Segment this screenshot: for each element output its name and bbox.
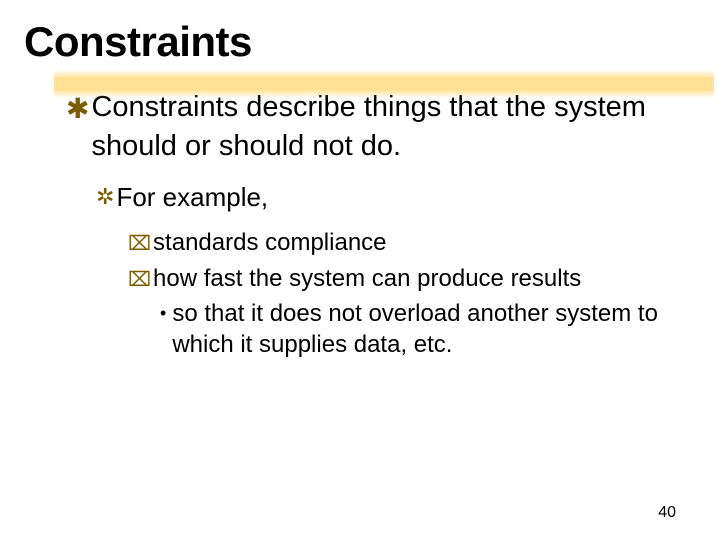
asterisk-icon: ✲ [96,184,114,210]
bullet-level1: ✱ Constraints describe things that the s… [66,88,696,166]
bullet-level3: ⌧ standards compliance [128,227,696,258]
bullet-level4: • so that it does not overload another s… [160,298,696,360]
bullet-text: how fast the system can produce results [153,263,581,294]
bullet-level3: ⌧ how fast the system can produce result… [128,263,696,294]
page-number: 40 [658,504,676,522]
title-wrap: Constraints [24,18,696,66]
bullet-text: Constraints describe things that the sys… [91,88,696,166]
bullet-text: For example, [116,180,268,215]
box-x-icon: ⌧ [128,232,151,256]
bullet-level2: ✲ For example, [96,180,696,215]
bullet-text: standards compliance [153,227,386,258]
bullet-text: so that it does not overload another sys… [172,298,696,360]
dot-icon: • [160,303,166,325]
box-x-icon: ⌧ [128,268,151,292]
slide-body: ✱ Constraints describe things that the s… [24,88,696,360]
slide-title: Constraints [24,18,696,66]
title-highlight [54,70,714,98]
slide: Constraints ✱ Constraints describe thing… [0,0,720,540]
